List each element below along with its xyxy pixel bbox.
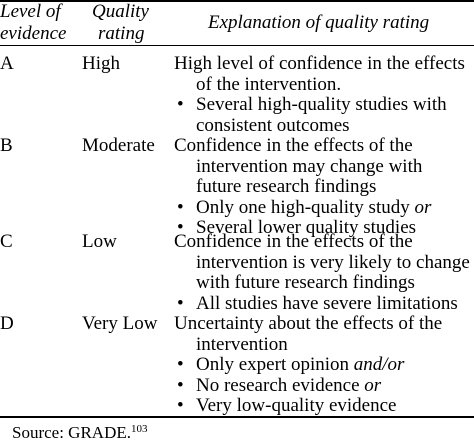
explanation-text: intervention is very likely to change: [196, 251, 470, 273]
bullet-icon: •: [177, 196, 184, 218]
explanation-text: High level of confidence in the effects: [174, 53, 465, 74]
header-rating-line2: rating: [98, 23, 145, 44]
explanation-emphasis: or: [364, 374, 382, 396]
explanation-line: intervention is very likely to change: [174, 251, 472, 274]
explanation-text: consistent outcomes: [196, 114, 350, 136]
explanation-text: Several lower quality studies: [196, 217, 417, 238]
explanation-line: future research findings: [174, 176, 472, 198]
header-level-of-evidence: Level of evidence: [0, 1, 66, 45]
quality-rating: Very Low: [82, 313, 158, 334]
evidence-level: A: [0, 53, 14, 74]
explanation-bullet-line: • Several lower quality studies: [174, 217, 472, 239]
explanation-bullet-line: • No research evidence or: [174, 374, 472, 397]
explanation-bullet-line: • Only one high-quality study or: [174, 196, 472, 219]
header-level-line1: Level of: [0, 1, 61, 22]
bullet-icon: •: [177, 374, 184, 396]
explanation-text: All studies have severe limitations: [196, 292, 458, 314]
explanation-text: of the intervention.: [196, 73, 342, 95]
explanation-text: intervention: [196, 333, 288, 355]
explanation-line: of the intervention.: [174, 73, 472, 96]
explanation-bullet-line: • All studies have severe limitations: [174, 292, 472, 315]
quality-explanation: High level of confidence in the effects o…: [174, 53, 472, 137]
bullet-icon: •: [177, 292, 184, 314]
quality-explanation: Confidence in the effects of the interven…: [174, 135, 472, 239]
explanation-text: Very low-quality evidence: [196, 395, 397, 416]
table-top-rule: [0, 0, 474, 2]
table-bottom-rule: [0, 416, 474, 418]
explanation-line: consistent outcomes: [174, 114, 472, 137]
quality-explanation: Uncertainty about the effects of the inte…: [174, 313, 472, 417]
header-quality-rating: Quality rating: [92, 1, 149, 45]
explanation-text: No research evidence: [196, 374, 365, 396]
bullet-icon: •: [177, 395, 184, 416]
header-bottom-rule: [0, 45, 474, 46]
explanation-text: Uncertainty about the effects of the: [174, 313, 443, 334]
explanation-line: intervention: [174, 333, 472, 356]
explanation-text: Confidence in the effects of the: [174, 135, 413, 156]
header-explanation: Explanation of quality rating: [208, 12, 430, 33]
explanation-text: Only expert opinion: [196, 354, 354, 375]
source-label: Source: GRADE.: [12, 423, 131, 442]
explanation-emphasis: and/or: [353, 354, 405, 375]
explanation-line: with future research findings: [174, 272, 472, 294]
explanation-bullet-line: • Only expert opinion and/or: [174, 354, 472, 376]
explanation-bullet-line: • Very low-quality evidence: [174, 395, 472, 417]
quality-rating: Moderate: [82, 135, 155, 156]
evidence-level: B: [0, 135, 13, 156]
explanation-line: Uncertainty about the effects of the: [174, 313, 472, 335]
header-rating-line1: Quality: [92, 1, 149, 22]
explanation-emphasis: or: [414, 196, 432, 218]
explanation-line: High level of confidence in the effects: [174, 53, 472, 75]
explanation-line: Confidence in the effects of the: [174, 231, 472, 253]
explanation-text: with future research findings: [196, 272, 415, 293]
explanation-text: Several high-quality studies with: [196, 94, 447, 115]
explanation-bullet-line: • Several high-quality studies with: [174, 94, 472, 116]
bullet-icon: •: [177, 354, 184, 375]
evidence-level: C: [0, 231, 13, 252]
quality-rating: High: [82, 53, 120, 74]
bullet-icon: •: [177, 217, 184, 238]
quality-rating: Low: [82, 231, 117, 252]
explanation-line: intervention may change with: [174, 155, 472, 178]
header-level-line2: evidence: [0, 23, 67, 44]
source-note: Source: GRADE.103: [12, 423, 147, 443]
explanation-text: Confidence in the effects of the: [174, 231, 413, 252]
explanation-text: Only one high-quality study: [196, 196, 415, 218]
explanation-line: Confidence in the effects of the: [174, 135, 472, 157]
explanation-text: future research findings: [196, 176, 377, 197]
explanation-text: intervention may change with: [196, 155, 423, 177]
bullet-icon: •: [177, 94, 184, 115]
source-reference: 103: [130, 423, 148, 435]
evidence-level: D: [0, 313, 14, 334]
quality-explanation: Confidence in the effects of the interven…: [174, 231, 472, 315]
